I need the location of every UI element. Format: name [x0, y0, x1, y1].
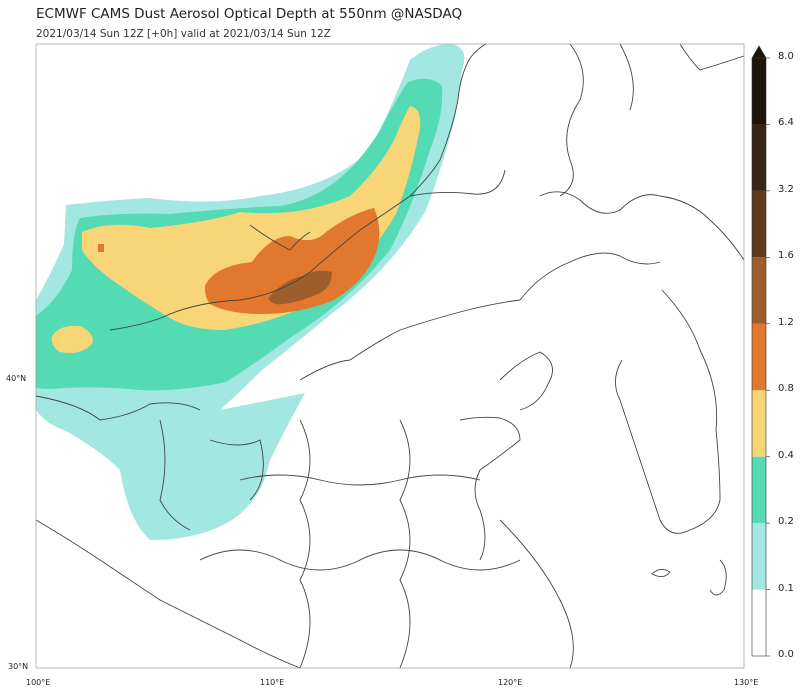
colorbar-tick-label: 8.0	[778, 51, 794, 62]
colorbar-segment	[752, 58, 766, 125]
colorbar	[751, 45, 770, 657]
colorbar-arrow	[751, 45, 767, 59]
colorbar-segment	[752, 523, 766, 590]
colorbar-segment	[752, 190, 766, 258]
lat-label-30n: 30°N	[8, 662, 29, 671]
colorbar-segment	[752, 390, 766, 457]
colorbar-tick-label: 0.4	[778, 449, 794, 461]
dust-region-1.2	[268, 270, 332, 305]
colorbar-tick-label: 0.1	[778, 582, 794, 594]
lon-label-110e: 110°E	[260, 678, 285, 687]
colorbar-outline	[751, 57, 767, 657]
map-title: ECMWF CAMS Dust Aerosol Optical Depth at…	[36, 6, 463, 22]
colorbar-tick-label: 6.4	[778, 117, 794, 129]
colorbar-tick-label: 0.8	[778, 383, 794, 395]
lat-label-40n: 40°N	[6, 374, 27, 383]
colorbar-segment	[752, 124, 766, 191]
colorbar-tick-label: 3.2	[778, 183, 794, 195]
colorbar-segment	[752, 257, 766, 324]
dust-region-0.8	[204, 208, 380, 314]
colorbar-segment	[752, 323, 766, 391]
colorbar-segment	[752, 589, 766, 656]
map-frame	[35, 43, 745, 669]
lon-label-130e: 130°E	[734, 678, 759, 687]
colorbar-segment	[752, 456, 766, 524]
colorbar-tick-label: 0.2	[778, 516, 794, 528]
colorbar-tick-label: 1.6	[778, 250, 794, 262]
dust-region-0.8b	[98, 244, 104, 252]
colorbar-tick-label: 1.2	[778, 316, 794, 328]
lon-label-100e: 100°E	[26, 678, 51, 687]
lon-label-120e: 120°E	[498, 678, 523, 687]
colorbar-tick-label: 0.0	[778, 649, 794, 660]
borders	[35, 43, 745, 669]
map-subtitle: 2021/03/14 Sun 12Z [+0h] valid at 2021/0…	[36, 28, 331, 40]
dust-region-0.4b	[51, 325, 93, 353]
